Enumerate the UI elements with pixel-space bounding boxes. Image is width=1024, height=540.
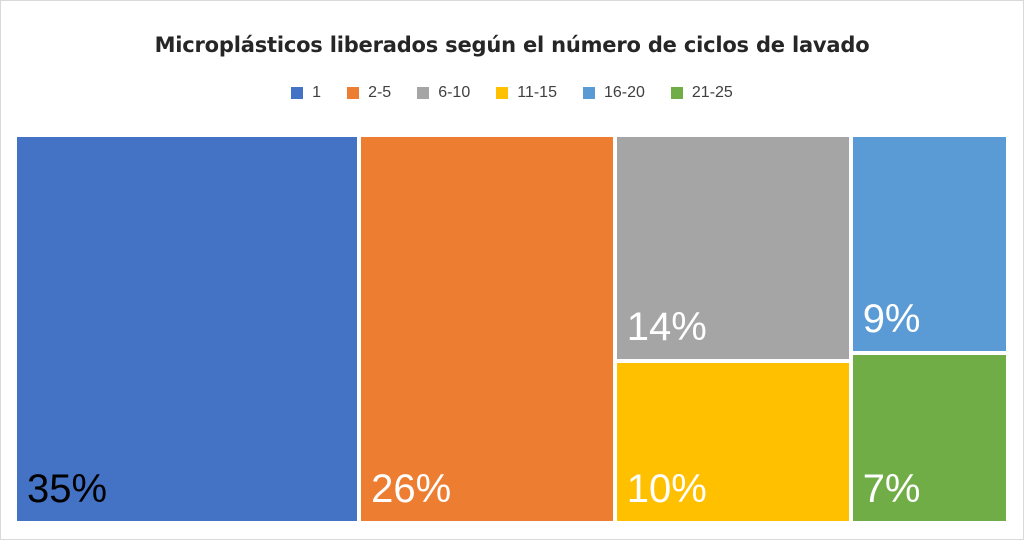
legend-item: 21-25 bbox=[670, 84, 733, 102]
legend-item: 11-15 bbox=[496, 84, 557, 102]
treemap-tile-21-25: 7% bbox=[852, 355, 1006, 521]
tile-data-label: 7% bbox=[862, 467, 921, 511]
legend-label: 16-20 bbox=[603, 84, 645, 101]
tile-data-label: 26% bbox=[371, 467, 452, 511]
treemap-tile-2-5: 26% bbox=[361, 137, 613, 521]
legend-item: 1 bbox=[291, 84, 321, 102]
legend-swatch bbox=[347, 87, 360, 99]
tile-data-label: 9% bbox=[862, 297, 921, 342]
tile-data-label: 35% bbox=[27, 467, 108, 511]
legend-swatch bbox=[417, 87, 430, 99]
legend-swatch bbox=[582, 87, 595, 99]
legend-item: 16-20 bbox=[582, 84, 645, 102]
legend-item: 2-5 bbox=[347, 84, 391, 102]
legend-item: 6-10 bbox=[417, 84, 470, 102]
legend-label: 2-5 bbox=[368, 84, 392, 101]
treemap-tile-1: 35% bbox=[17, 137, 358, 521]
legend-label: 6-10 bbox=[438, 84, 471, 101]
legend: 1 2-5 6-10 11-15 16-20 21-25 bbox=[0, 84, 1024, 102]
treemap-tile-11-15: 10% bbox=[616, 363, 849, 521]
treemap-tile-6-10: 14% bbox=[616, 137, 849, 360]
legend-label: 21-25 bbox=[691, 84, 733, 101]
chart-title: Microplásticos liberados según el número… bbox=[154, 33, 870, 57]
treemap-tile-16-20: 9% bbox=[852, 137, 1006, 352]
tile-data-label: 10% bbox=[626, 466, 707, 511]
legend-label: 1 bbox=[312, 84, 322, 101]
legend-label: 11-15 bbox=[517, 84, 557, 101]
legend-swatch bbox=[291, 87, 304, 99]
legend-swatch bbox=[670, 87, 683, 99]
legend-swatch bbox=[496, 87, 509, 99]
tile-data-label: 14% bbox=[626, 305, 707, 350]
